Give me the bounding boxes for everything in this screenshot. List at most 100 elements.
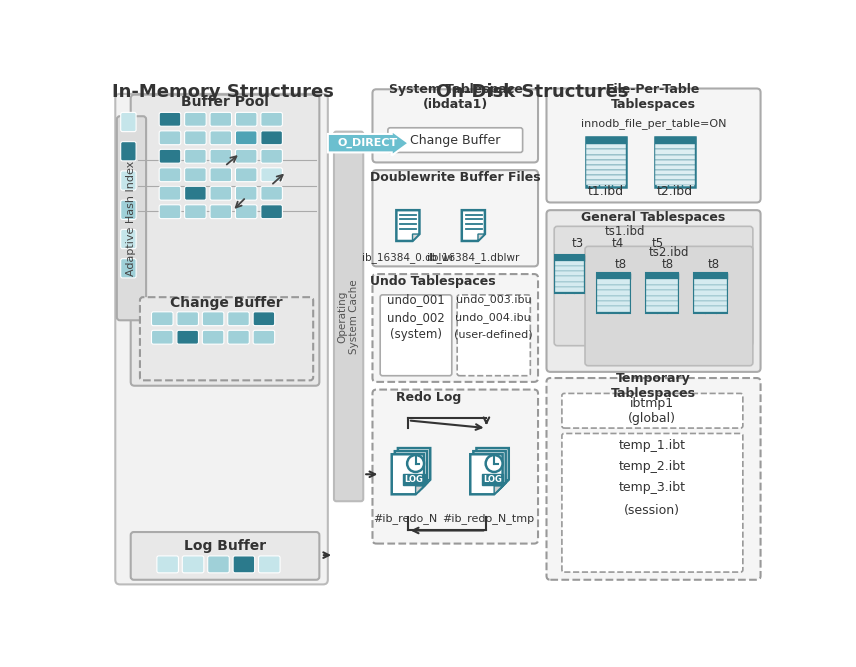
FancyBboxPatch shape	[235, 205, 257, 219]
Text: temp_1.ibt: temp_1.ibt	[619, 440, 686, 452]
FancyBboxPatch shape	[235, 131, 257, 145]
Bar	[645, 285, 678, 290]
FancyBboxPatch shape	[259, 556, 280, 573]
Polygon shape	[392, 454, 424, 494]
Bar	[655, 149, 695, 155]
Bar	[586, 165, 626, 170]
FancyBboxPatch shape	[210, 112, 232, 126]
Bar	[655, 180, 695, 185]
FancyBboxPatch shape	[235, 149, 257, 163]
Text: Change Buffer: Change Buffer	[169, 296, 282, 310]
FancyBboxPatch shape	[185, 205, 206, 219]
FancyBboxPatch shape	[261, 186, 282, 200]
Bar	[655, 175, 695, 180]
FancyBboxPatch shape	[131, 95, 319, 386]
Bar	[597, 273, 630, 279]
Bar	[586, 149, 626, 155]
Text: Temporary
Tablespaces: Temporary Tablespaces	[611, 372, 696, 400]
Bar	[597, 295, 630, 301]
FancyBboxPatch shape	[261, 112, 282, 126]
Text: Log Buffer: Log Buffer	[183, 539, 265, 553]
FancyBboxPatch shape	[121, 141, 136, 161]
Text: Adaptive Hash Index: Adaptive Hash Index	[127, 161, 136, 276]
FancyBboxPatch shape	[152, 330, 173, 344]
FancyBboxPatch shape	[116, 94, 328, 584]
Text: #ib_redo_N_tmp: #ib_redo_N_tmp	[442, 514, 534, 524]
FancyBboxPatch shape	[372, 170, 538, 266]
Text: t5: t5	[651, 237, 663, 249]
FancyBboxPatch shape	[562, 394, 743, 428]
Text: (session): (session)	[624, 504, 680, 517]
FancyBboxPatch shape	[202, 311, 224, 325]
Bar	[694, 285, 727, 290]
Bar	[655, 155, 695, 159]
FancyBboxPatch shape	[177, 311, 199, 325]
Text: t8: t8	[615, 257, 627, 271]
Text: General Tablespaces: General Tablespaces	[581, 211, 726, 224]
Polygon shape	[461, 210, 484, 241]
FancyArrow shape	[328, 131, 408, 155]
Text: undo_004.ibu: undo_004.ibu	[455, 313, 532, 323]
FancyBboxPatch shape	[159, 149, 181, 163]
Text: #ib_redo_N: #ib_redo_N	[373, 514, 437, 524]
Polygon shape	[398, 448, 431, 488]
Bar	[555, 281, 585, 287]
FancyBboxPatch shape	[235, 168, 257, 181]
Bar	[586, 144, 626, 149]
Polygon shape	[470, 454, 502, 494]
Text: temp_3.ibt: temp_3.ibt	[619, 481, 686, 494]
FancyBboxPatch shape	[261, 131, 282, 145]
FancyBboxPatch shape	[159, 205, 181, 219]
FancyBboxPatch shape	[261, 205, 282, 219]
Text: Operating
System Cache: Operating System Cache	[338, 279, 360, 354]
FancyBboxPatch shape	[228, 330, 249, 344]
FancyBboxPatch shape	[233, 556, 255, 573]
FancyBboxPatch shape	[140, 297, 313, 380]
Bar	[694, 306, 727, 311]
FancyBboxPatch shape	[253, 330, 275, 344]
Text: temp_2.ibt: temp_2.ibt	[619, 460, 686, 473]
Polygon shape	[497, 483, 506, 491]
FancyBboxPatch shape	[208, 556, 229, 573]
Text: Change Buffer: Change Buffer	[410, 133, 500, 147]
FancyBboxPatch shape	[182, 556, 204, 573]
Bar	[645, 295, 678, 301]
Bar	[655, 137, 695, 144]
Bar	[597, 279, 630, 285]
FancyBboxPatch shape	[261, 168, 282, 181]
Bar	[555, 266, 585, 271]
Polygon shape	[477, 448, 508, 488]
Text: undo_001: undo_001	[388, 293, 445, 306]
FancyBboxPatch shape	[380, 295, 452, 376]
FancyBboxPatch shape	[210, 205, 232, 219]
Text: t3: t3	[571, 237, 583, 249]
FancyBboxPatch shape	[185, 149, 206, 163]
FancyBboxPatch shape	[334, 131, 363, 501]
FancyBboxPatch shape	[177, 330, 199, 344]
Text: Redo Log: Redo Log	[396, 391, 461, 404]
Text: ib_16384_0.dblwr: ib_16384_0.dblwr	[362, 251, 454, 263]
Bar	[597, 290, 630, 295]
FancyBboxPatch shape	[121, 200, 136, 219]
Bar	[645, 273, 678, 313]
FancyBboxPatch shape	[121, 259, 136, 278]
Text: LOG: LOG	[405, 475, 424, 484]
Text: ts2.ibd: ts2.ibd	[649, 246, 689, 259]
Bar	[645, 279, 678, 285]
Polygon shape	[416, 486, 424, 494]
FancyBboxPatch shape	[152, 311, 173, 325]
Text: (system): (system)	[390, 327, 443, 341]
Bar	[586, 170, 626, 175]
Bar	[586, 155, 626, 159]
Bar	[655, 144, 695, 149]
FancyBboxPatch shape	[228, 311, 249, 325]
Text: t2.ibd: t2.ibd	[657, 185, 693, 198]
Polygon shape	[422, 480, 431, 488]
Circle shape	[407, 455, 424, 472]
Bar	[645, 273, 678, 279]
Text: t8: t8	[708, 257, 720, 271]
Bar	[597, 306, 630, 311]
FancyBboxPatch shape	[210, 168, 232, 181]
Bar	[597, 285, 630, 290]
Text: ibtmp1: ibtmp1	[630, 397, 674, 410]
